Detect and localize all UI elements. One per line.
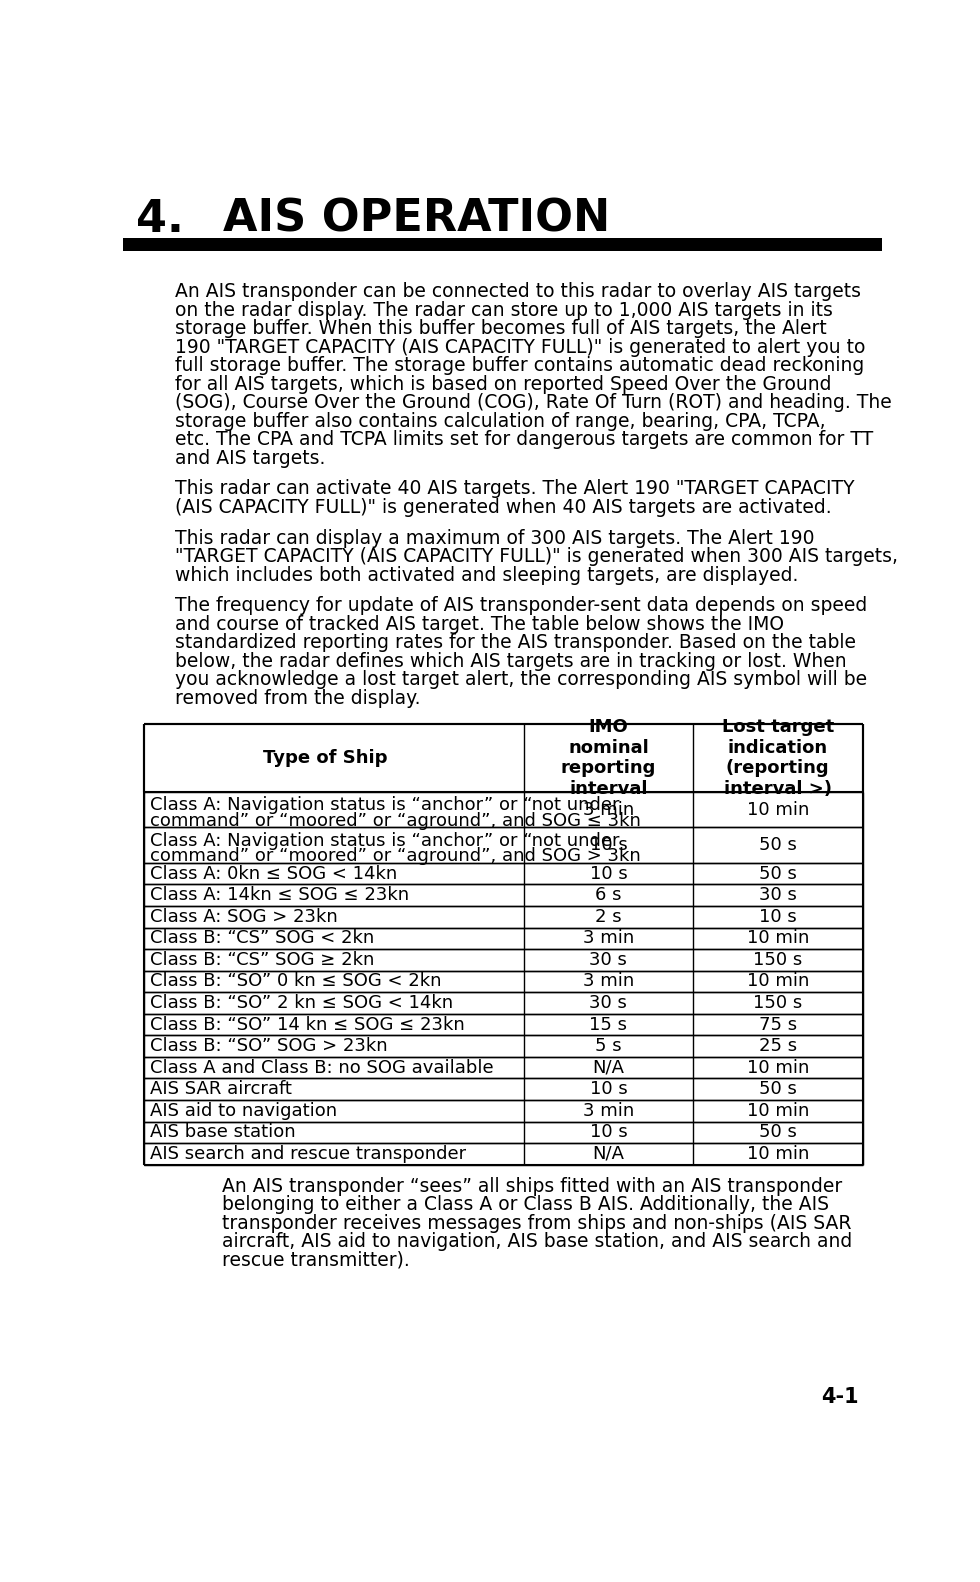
Text: 10 s: 10 s bbox=[590, 865, 627, 883]
Text: AIS OPERATION: AIS OPERATION bbox=[223, 198, 611, 240]
Text: 3 min: 3 min bbox=[583, 929, 634, 948]
Text: belonging to either a Class A or Class B AIS. Additionally, the AIS: belonging to either a Class A or Class B… bbox=[221, 1196, 829, 1215]
Text: AIS search and rescue transponder: AIS search and rescue transponder bbox=[150, 1145, 466, 1163]
Text: The frequency for update of AIS transponder-sent data depends on speed: The frequency for update of AIS transpon… bbox=[175, 596, 867, 615]
Text: Class B: “CS” SOG < 2kn: Class B: “CS” SOG < 2kn bbox=[150, 929, 374, 948]
Text: 10 min: 10 min bbox=[747, 929, 808, 948]
Text: etc. The CPA and TCPA limits set for dangerous targets are common for TT: etc. The CPA and TCPA limits set for dan… bbox=[175, 430, 873, 449]
Text: 50 s: 50 s bbox=[759, 837, 797, 854]
Text: 30 s: 30 s bbox=[759, 886, 797, 905]
Text: "TARGET CAPACITY (AIS CAPACITY FULL)" is generated when 300 AIS targets,: "TARGET CAPACITY (AIS CAPACITY FULL)" is… bbox=[175, 547, 899, 566]
Text: Type of Ship: Type of Ship bbox=[263, 750, 387, 767]
Text: AIS base station: AIS base station bbox=[150, 1123, 296, 1141]
Text: 10 s: 10 s bbox=[590, 1081, 627, 1098]
Text: 10 s: 10 s bbox=[590, 837, 627, 854]
Text: 150 s: 150 s bbox=[754, 993, 803, 1012]
Text: 10 min: 10 min bbox=[747, 800, 808, 819]
Text: This radar can display a maximum of 300 AIS targets. The Alert 190: This radar can display a maximum of 300 … bbox=[175, 528, 814, 547]
Text: 30 s: 30 s bbox=[590, 951, 627, 968]
Text: 6 s: 6 s bbox=[595, 886, 621, 905]
Text: aircraft, AIS aid to navigation, AIS base station, and AIS search and: aircraft, AIS aid to navigation, AIS bas… bbox=[221, 1232, 852, 1251]
Text: transponder receives messages from ships and non-ships (AIS SAR: transponder receives messages from ships… bbox=[221, 1213, 852, 1232]
Text: 3 min: 3 min bbox=[583, 800, 634, 819]
Text: 50 s: 50 s bbox=[759, 865, 797, 883]
Text: and course of tracked AIS target. The table below shows the IMO: and course of tracked AIS target. The ta… bbox=[175, 615, 784, 634]
Text: storage buffer also contains calculation of range, bearing, CPA, TCPA,: storage buffer also contains calculation… bbox=[175, 411, 826, 430]
Text: 75 s: 75 s bbox=[759, 1016, 797, 1033]
Text: Class B: “CS” SOG ≥ 2kn: Class B: “CS” SOG ≥ 2kn bbox=[150, 951, 374, 968]
Text: you acknowledge a lost target alert, the corresponding AIS symbol will be: you acknowledge a lost target alert, the… bbox=[175, 671, 867, 690]
Text: which includes both activated and sleeping targets, are displayed.: which includes both activated and sleepi… bbox=[175, 566, 799, 585]
Text: full storage buffer. The storage buffer contains automatic dead reckoning: full storage buffer. The storage buffer … bbox=[175, 356, 864, 375]
Text: and AIS targets.: and AIS targets. bbox=[175, 449, 325, 468]
Text: 4.: 4. bbox=[136, 198, 184, 240]
Text: 10 min: 10 min bbox=[747, 1101, 808, 1120]
Text: An AIS transponder can be connected to this radar to overlay AIS targets: An AIS transponder can be connected to t… bbox=[175, 282, 861, 301]
Text: Class B: “SO” 0 kn ≤ SOG < 2kn: Class B: “SO” 0 kn ≤ SOG < 2kn bbox=[150, 973, 442, 990]
Text: Class A: Navigation status is “anchor” or “not under: Class A: Navigation status is “anchor” o… bbox=[150, 796, 620, 815]
Text: An AIS transponder “sees” all ships fitted with an AIS transponder: An AIS transponder “sees” all ships fitt… bbox=[221, 1177, 842, 1196]
Text: 10 s: 10 s bbox=[759, 908, 797, 925]
Text: N/A: N/A bbox=[593, 1058, 624, 1077]
Text: 10 s: 10 s bbox=[590, 1123, 627, 1141]
Text: Class B: “SO” 14 kn ≤ SOG ≤ 23kn: Class B: “SO” 14 kn ≤ SOG ≤ 23kn bbox=[150, 1016, 465, 1033]
Text: Class A: SOG > 23kn: Class A: SOG > 23kn bbox=[150, 908, 338, 925]
Text: 30 s: 30 s bbox=[590, 993, 627, 1012]
Text: storage buffer. When this buffer becomes full of AIS targets, the Alert: storage buffer. When this buffer becomes… bbox=[175, 320, 827, 339]
Text: 15 s: 15 s bbox=[589, 1016, 627, 1033]
Text: Class A: Navigation status is “anchor” or “not under: Class A: Navigation status is “anchor” o… bbox=[150, 832, 620, 850]
Text: command” or “moored” or “aground”, and SOG ≤ 3kn: command” or “moored” or “aground”, and S… bbox=[150, 812, 641, 831]
Text: Class B: “SO” 2 kn ≤ SOG < 14kn: Class B: “SO” 2 kn ≤ SOG < 14kn bbox=[150, 993, 454, 1012]
Text: rescue transmitter).: rescue transmitter). bbox=[221, 1251, 410, 1270]
Text: 150 s: 150 s bbox=[754, 951, 803, 968]
Text: 3 min: 3 min bbox=[583, 1101, 634, 1120]
Text: Lost target
indication
(reporting
interval >): Lost target indication (reporting interv… bbox=[721, 718, 834, 799]
Text: 4-1: 4-1 bbox=[821, 1387, 858, 1408]
Text: for all AIS targets, which is based on reported Speed Over the Ground: for all AIS targets, which is based on r… bbox=[175, 375, 832, 394]
Text: 2 s: 2 s bbox=[595, 908, 621, 925]
Text: N/A: N/A bbox=[593, 1145, 624, 1163]
Text: This radar can activate 40 AIS targets. The Alert 190 "TARGET CAPACITY: This radar can activate 40 AIS targets. … bbox=[175, 479, 855, 498]
Text: AIS SAR aircraft: AIS SAR aircraft bbox=[150, 1081, 292, 1098]
Text: Class A: 0kn ≤ SOG < 14kn: Class A: 0kn ≤ SOG < 14kn bbox=[150, 865, 398, 883]
Text: (AIS CAPACITY FULL)" is generated when 40 AIS targets are activated.: (AIS CAPACITY FULL)" is generated when 4… bbox=[175, 498, 832, 517]
Bar bbox=[122, 237, 882, 252]
Text: on the radar display. The radar can store up to 1,000 AIS targets in its: on the radar display. The radar can stor… bbox=[175, 301, 833, 320]
Text: Class A: 14kn ≤ SOG ≤ 23kn: Class A: 14kn ≤ SOG ≤ 23kn bbox=[150, 886, 410, 905]
Text: 10 min: 10 min bbox=[747, 1145, 808, 1163]
Text: 3 min: 3 min bbox=[583, 973, 634, 990]
Text: Class A and Class B: no SOG available: Class A and Class B: no SOG available bbox=[150, 1058, 494, 1077]
Text: 10 min: 10 min bbox=[747, 973, 808, 990]
Text: command” or “moored” or “aground”, and SOG > 3kn: command” or “moored” or “aground”, and S… bbox=[150, 848, 641, 865]
Text: Class B: “SO” SOG > 23kn: Class B: “SO” SOG > 23kn bbox=[150, 1038, 388, 1055]
Text: below, the radar defines which AIS targets are in tracking or lost. When: below, the radar defines which AIS targe… bbox=[175, 652, 847, 671]
Text: 25 s: 25 s bbox=[759, 1038, 797, 1055]
Text: 190 "TARGET CAPACITY (AIS CAPACITY FULL)" is generated to alert you to: 190 "TARGET CAPACITY (AIS CAPACITY FULL)… bbox=[175, 337, 865, 356]
Text: AIS aid to navigation: AIS aid to navigation bbox=[150, 1101, 337, 1120]
Text: 50 s: 50 s bbox=[759, 1081, 797, 1098]
Text: (SOG), Course Over the Ground (COG), Rate Of Turn (ROT) and heading. The: (SOG), Course Over the Ground (COG), Rat… bbox=[175, 392, 892, 413]
Text: IMO
nominal
reporting
interval: IMO nominal reporting interval bbox=[561, 718, 657, 799]
Text: 5 s: 5 s bbox=[595, 1038, 621, 1055]
Text: standardized reporting rates for the AIS transponder. Based on the table: standardized reporting rates for the AIS… bbox=[175, 633, 857, 652]
Text: removed from the display.: removed from the display. bbox=[175, 688, 420, 707]
Text: 10 min: 10 min bbox=[747, 1058, 808, 1077]
Text: 50 s: 50 s bbox=[759, 1123, 797, 1141]
